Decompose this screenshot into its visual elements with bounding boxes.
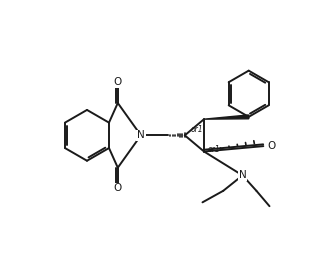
Text: or1: or1 <box>190 125 203 134</box>
Text: O: O <box>114 184 122 193</box>
Text: O: O <box>114 77 122 87</box>
Text: N: N <box>239 170 246 180</box>
Text: O: O <box>268 141 276 151</box>
Polygon shape <box>204 115 249 119</box>
Text: or1: or1 <box>208 146 220 154</box>
Text: N: N <box>137 130 145 140</box>
